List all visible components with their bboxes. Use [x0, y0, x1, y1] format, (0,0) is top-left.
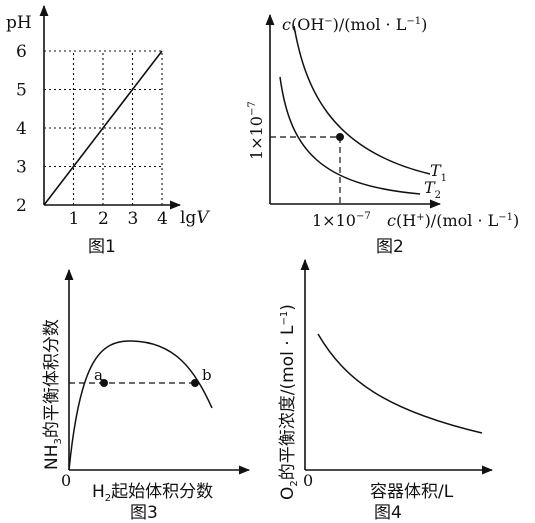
fig3-y-label: NH3的平衡体积分数 — [42, 319, 64, 470]
fig3-label-b: b — [202, 366, 212, 384]
fig3-caption: 图3 — [130, 503, 158, 523]
fig4-x-label: 容器体积/L — [370, 482, 454, 502]
fig4-caption: 图4 — [374, 503, 402, 523]
fig1-x-label: lgV — [180, 208, 210, 228]
fig1-x-tick: 3 — [128, 209, 139, 229]
fig2-x-label: c(H+)/(mol · L−1) — [387, 211, 519, 230]
fig1-x-tick: 1 — [69, 209, 80, 229]
fig4-origin: 0 — [303, 471, 313, 490]
fig2-y-label: c(OH−)/(mol · L−1) — [282, 15, 427, 34]
fig1-caption: 图1 — [88, 237, 116, 257]
fig2-y-tick: 1×10−7 — [247, 101, 266, 160]
fig3-point-b — [191, 379, 199, 387]
fig2-curve-T1 — [293, 25, 431, 175]
fig3-label-a: a — [94, 366, 103, 384]
fig1-y-tick: 4 — [16, 119, 27, 139]
fig1-line — [43, 50, 163, 206]
chart-fig2: c(OH−)/(mol · L−1) c(H+)/(mol · L−1) 1×1… — [247, 13, 519, 257]
fig4-y-label: O2的平衡浓度/(mol · L−1) — [278, 304, 300, 500]
fig1-y-tick: 2 — [16, 196, 27, 216]
fig1-y-ticks: 2 3 4 5 6 — [16, 42, 27, 216]
fig1-series — [43, 50, 163, 206]
fig2-caption: 图2 — [376, 237, 404, 257]
fig2-x-tick: 1×10−7 — [312, 211, 371, 230]
fig1-y-tick: 6 — [16, 42, 27, 62]
chart-fig4: 0 容器体积/L O2的平衡浓度/(mol · L−1) 图4 — [278, 258, 494, 523]
fig1-x-tick: 2 — [98, 209, 109, 229]
fig1-y-tick: 5 — [16, 81, 27, 101]
fig2-label-T2: T2 — [424, 178, 441, 201]
chart-fig3: a b 0 H2起始体积分数 NH3的平衡体积分数 图3 — [42, 268, 251, 523]
fig1-x-tick: 4 — [157, 209, 168, 229]
fig3-point-a — [100, 379, 108, 387]
fig1-y-tick: 3 — [16, 158, 27, 178]
fig4-curve — [317, 333, 483, 434]
fig2-marked-point — [336, 133, 344, 141]
fig3-origin: 0 — [61, 471, 71, 490]
fig2-curve-T2 — [279, 76, 421, 195]
fig1-y-label: pH — [6, 13, 32, 33]
fig3-x-label: H2起始体积分数 — [92, 482, 213, 504]
fig3-curve — [68, 340, 213, 471]
